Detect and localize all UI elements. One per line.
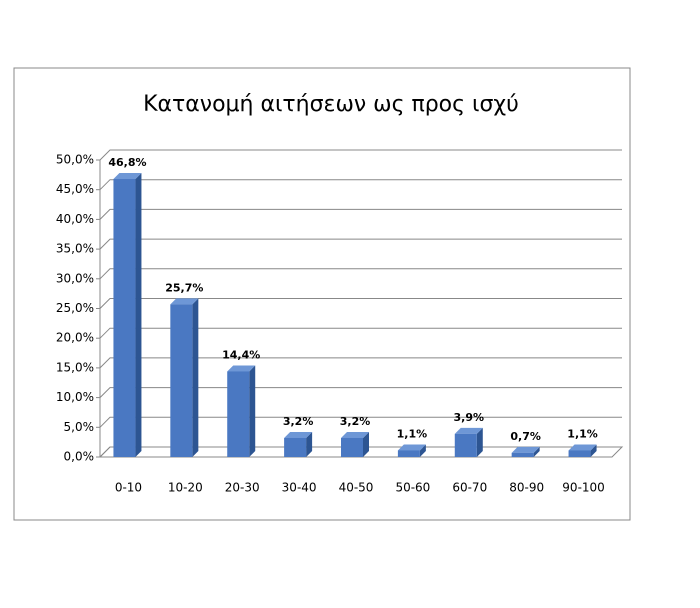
bar: [227, 371, 250, 457]
bar-top: [454, 427, 483, 434]
bar-top: [284, 431, 313, 438]
bar-top: [170, 298, 199, 305]
bar: [511, 452, 534, 457]
x-tick-label: 40-50: [339, 481, 374, 495]
bar-side: [363, 431, 369, 457]
x-tick-label: 50-60: [395, 481, 430, 495]
grid-line: [99, 327, 622, 339]
y-tick-label: 20,0%: [56, 331, 94, 345]
x-tick-label: 90-100: [562, 481, 605, 495]
grid-line: [99, 357, 622, 369]
value-label: 1,1%: [397, 427, 428, 440]
bar: [568, 450, 591, 457]
bar-side: [249, 365, 256, 457]
bar: [284, 437, 307, 457]
value-label: 3,2%: [283, 415, 314, 428]
value-label: 46,8%: [108, 156, 146, 169]
value-label: 3,2%: [340, 415, 371, 428]
bar: [397, 450, 420, 457]
x-tick-label: 20-30: [225, 481, 260, 495]
bar-side: [590, 444, 597, 457]
grid-line: [99, 208, 622, 220]
value-label: 25,7%: [165, 281, 203, 294]
y-tick-label: 25,0%: [56, 301, 94, 315]
y-tick-label: 50,0%: [56, 153, 94, 167]
x-tick-label: 80-90: [509, 481, 544, 495]
grid-line: [99, 238, 622, 250]
bar-top: [397, 444, 426, 451]
grid-line: [99, 149, 622, 161]
bar-side: [192, 298, 199, 457]
y-tick-label: 45,0%: [56, 182, 94, 196]
value-label: 14,4%: [222, 348, 260, 361]
bar-top: [341, 431, 369, 438]
bar-top: [511, 446, 540, 453]
y-tick-label: 30,0%: [56, 271, 94, 285]
bar-top: [568, 444, 597, 451]
value-label: 1,1%: [567, 427, 598, 440]
grid-line: [99, 416, 622, 428]
x-tick-label: 10-20: [168, 481, 203, 495]
grid-line: [99, 298, 622, 309]
grid-line: [99, 268, 622, 280]
bar: [341, 437, 363, 457]
bar-side: [306, 431, 313, 457]
value-label: 0,7%: [510, 430, 541, 443]
bar-side: [533, 446, 540, 457]
grid-line: [99, 387, 622, 398]
bar-top: [227, 365, 256, 372]
x-tick-label: 0-10: [115, 481, 142, 495]
y-tick-label: 5,0%: [64, 420, 95, 434]
x-tick-label: 30-40: [282, 481, 317, 495]
bar: [170, 304, 193, 457]
y-tick-label: 10,0%: [56, 390, 94, 404]
chart-title: Κατανομή αιτήσεων ως προς ισχύ: [143, 92, 519, 117]
bar: [454, 433, 477, 457]
y-tick-label: 15,0%: [56, 360, 94, 374]
y-tick-label: 40,0%: [56, 212, 94, 226]
bar-side: [419, 444, 426, 457]
bar-top: [113, 173, 142, 180]
value-label: 3,9%: [454, 411, 485, 424]
y-tick-label: 0,0%: [64, 450, 95, 464]
y-tick-label: 35,0%: [56, 242, 94, 256]
bar-side: [476, 427, 483, 457]
grid-line: [99, 179, 622, 191]
x-tick-label: 60-70: [452, 481, 487, 495]
bar-side: [135, 173, 142, 457]
bar: [113, 179, 136, 457]
grid-line: [99, 446, 622, 458]
